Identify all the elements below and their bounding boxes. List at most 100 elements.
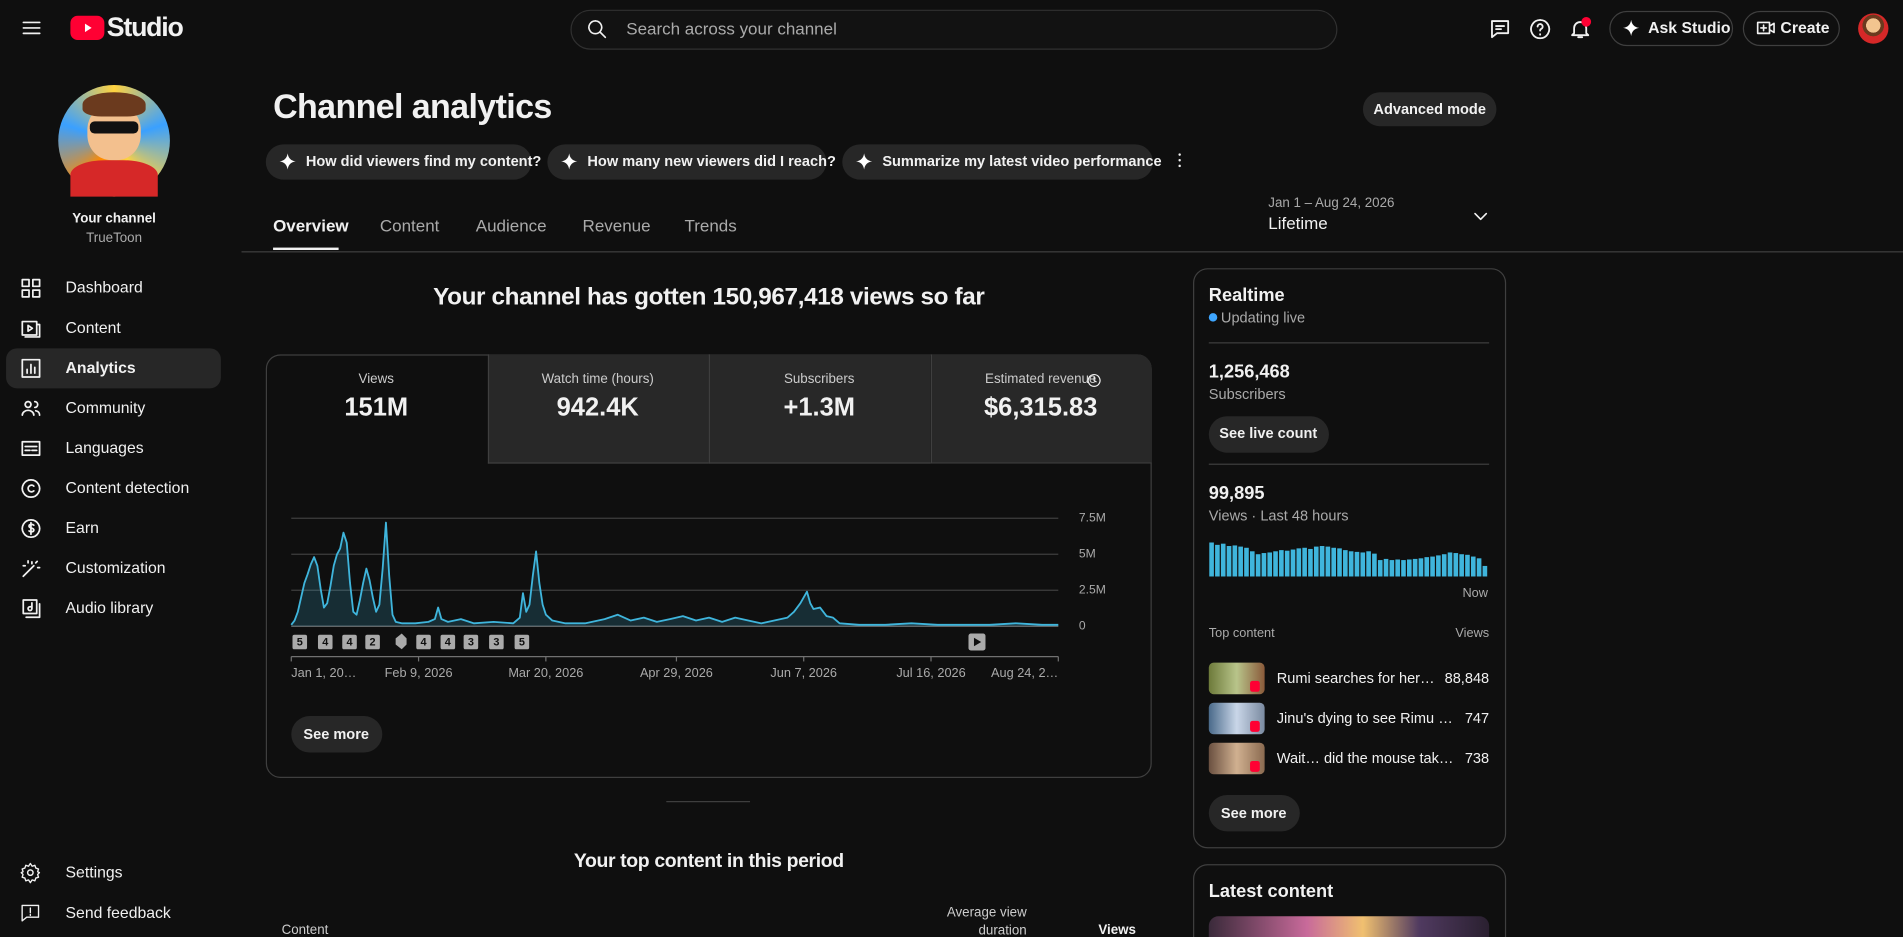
suggestion-chip[interactable] — [265, 144, 532, 180]
nav-icon[interactable] — [19, 356, 42, 379]
nav-item[interactable]: Community — [65, 398, 146, 417]
footer-item[interactable]: Send feedback — [65, 903, 171, 922]
nav-item[interactable]: Customization — [65, 558, 166, 577]
item-views: 747 — [1464, 709, 1490, 727]
nav-item[interactable]: Content — [65, 318, 121, 337]
metric-tab[interactable] — [487, 354, 709, 464]
live-count-button[interactable] — [1208, 416, 1329, 453]
clock-icon — [1087, 373, 1100, 387]
nav-icon[interactable] — [19, 597, 42, 620]
nav-icon-shape — [20, 320, 40, 338]
menu-icon[interactable] — [21, 17, 43, 39]
suggestion-chip[interactable] — [842, 144, 1153, 180]
ask-studio-button[interactable] — [1609, 10, 1734, 47]
nav-icon[interactable] — [19, 556, 42, 579]
metric-tab[interactable] — [930, 354, 1152, 464]
chip-sparkle — [279, 153, 296, 170]
item-title[interactable]: Jinu's dying to see Rimu … — [1276, 709, 1453, 727]
avatar-hair — [82, 92, 146, 117]
suggestion-label[interactable]: How did viewers find my content? — [305, 152, 542, 170]
sparkle-icon — [1623, 19, 1640, 37]
page-title: Channel analytics — [273, 87, 552, 126]
help-icon[interactable] — [1528, 17, 1552, 41]
item-title[interactable]: Rumi searches for her… — [1276, 669, 1435, 687]
metric-label: Subscribers — [783, 371, 855, 387]
metric-tab[interactable] — [708, 354, 931, 464]
help-icon-shape — [1530, 19, 1551, 40]
nav-item[interactable]: Analytics — [65, 358, 136, 377]
create-icon-shape — [1756, 21, 1775, 35]
see-more-label[interactable]: See more — [303, 725, 369, 743]
nav-active-bg — [6, 348, 221, 389]
header-avatar[interactable] — [1858, 13, 1889, 44]
realtime-card — [1193, 268, 1507, 849]
nav-item[interactable]: Dashboard — [65, 278, 143, 297]
nav-item[interactable]: Earn — [65, 518, 99, 537]
nav-icon-shape — [21, 598, 40, 618]
chip-sparkle-shape — [561, 153, 578, 170]
see-more-button[interactable] — [1208, 794, 1300, 832]
create-label: Create — [1780, 18, 1830, 37]
summary: Your channel has gotten 150,967,418 view… — [433, 283, 985, 311]
item-title[interactable]: Wait… did the mouse tak… — [1276, 749, 1454, 767]
metric-value: $6,315.83 — [984, 393, 1098, 422]
nav-icon[interactable] — [19, 476, 42, 499]
metric-value: 942.4K — [556, 393, 639, 422]
logo-text: Studio — [106, 11, 184, 43]
suggestion-label[interactable]: Summarize my latest video performance — [882, 152, 1162, 170]
menu-icon-shape — [22, 21, 41, 35]
tab[interactable]: Overview — [273, 215, 349, 235]
live-count-label[interactable]: See live count — [1219, 424, 1318, 442]
see-more-label[interactable]: See more — [1220, 804, 1287, 822]
suggestion-chip[interactable] — [547, 144, 827, 180]
feedback-icon[interactable] — [1488, 17, 1512, 41]
shorts-badge — [1250, 760, 1260, 772]
nav-icon[interactable] — [19, 516, 42, 539]
item-views: 88,848 — [1444, 669, 1490, 687]
channel-name: TrueToon — [86, 231, 143, 246]
metric-value: 151M — [344, 393, 409, 422]
period-chevron[interactable] — [1471, 206, 1490, 225]
item-views: 738 — [1464, 749, 1490, 767]
nav-item[interactable]: Content detection — [65, 478, 190, 497]
tab[interactable]: Content — [379, 215, 440, 235]
period: Lifetime — [1268, 213, 1328, 233]
footer-item[interactable]: Settings — [65, 863, 123, 882]
advanced-mode-button[interactable] — [1362, 92, 1497, 127]
see-more-button[interactable] — [291, 716, 383, 753]
metric-label: Estimated revenue — [985, 371, 1097, 387]
shorts-badge — [1250, 720, 1260, 732]
tab[interactable]: Trends — [684, 215, 737, 235]
nav-item[interactable]: Languages — [65, 438, 144, 457]
create-button[interactable] — [1742, 10, 1840, 47]
column-header: Views — [1098, 922, 1136, 937]
nav-icon[interactable] — [19, 396, 42, 419]
views-label: Views · Last 48 hours — [1208, 507, 1349, 525]
nav-icon-shape — [21, 559, 40, 577]
logo-play-shape — [84, 23, 92, 33]
nav-icon[interactable] — [19, 316, 42, 339]
latest-title: Latest content — [1208, 881, 1334, 902]
top-content-label: Top content — [1208, 625, 1275, 641]
nav-icon[interactable] — [19, 276, 42, 299]
subscriber-label: Subscribers — [1208, 385, 1286, 403]
nav-item[interactable]: Audio library — [65, 598, 154, 617]
tab[interactable]: Revenue — [582, 215, 651, 235]
subscriber-count: 1,256,468 — [1208, 361, 1290, 383]
sparkle-icon-shape — [1623, 19, 1640, 37]
footer-icon[interactable] — [19, 902, 41, 924]
nav-icon[interactable] — [19, 436, 42, 459]
create-icon — [1756, 21, 1775, 35]
tab[interactable]: Audience — [475, 215, 547, 235]
channel-label: Your channel — [72, 211, 156, 227]
footer-icon[interactable] — [19, 862, 41, 884]
suggestion-label[interactable]: How many new viewers did I reach? — [587, 152, 836, 170]
latest-thumbnail[interactable] — [1208, 916, 1490, 937]
more-icon[interactable] — [1170, 150, 1189, 169]
nav-icon-shape — [20, 440, 40, 456]
chip-sparkle — [856, 153, 873, 170]
chip-sparkle — [561, 153, 578, 170]
search-box[interactable] — [570, 9, 1338, 50]
